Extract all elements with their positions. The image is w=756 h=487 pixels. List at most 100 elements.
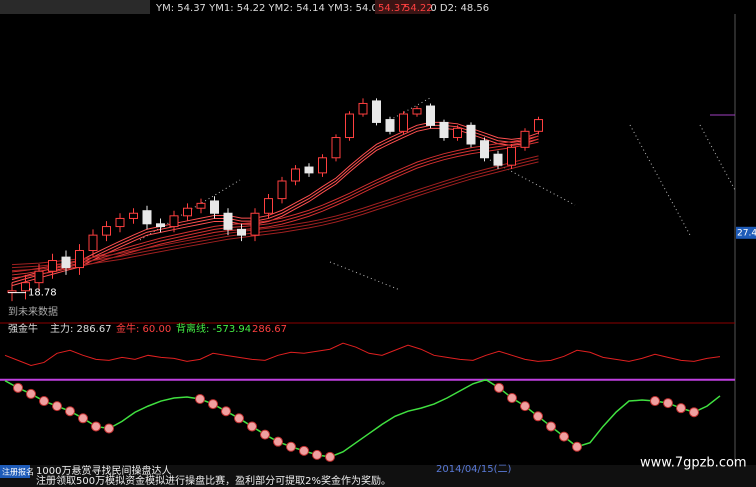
bead [299, 445, 309, 456]
watermark: www.7gpzb.com [640, 456, 747, 471]
moving-average [11, 121, 539, 281]
moving-average [11, 138, 539, 276]
bead [13, 382, 23, 393]
bead [39, 396, 49, 407]
footer-line: 注册领取500万模拟资金模拟进行操盘比赛，盈利部分可提取2%奖金作为奖励。 [36, 474, 391, 487]
bull-line [4, 378, 721, 458]
candle-body [115, 217, 125, 228]
candle-body [480, 140, 489, 159]
candle-body [102, 226, 111, 236]
candle-body [453, 127, 462, 139]
bead [234, 413, 244, 424]
candle-body [507, 146, 516, 166]
moving-average [11, 124, 539, 284]
candle-body [156, 223, 165, 228]
bead [91, 421, 101, 432]
bead [195, 394, 205, 405]
candle-body [223, 212, 233, 230]
candle-body [169, 215, 179, 228]
bead [572, 441, 582, 452]
candle-body [196, 202, 206, 209]
candle-body [520, 130, 530, 148]
bead [650, 396, 660, 407]
bead [507, 392, 517, 403]
candle-body [291, 168, 300, 182]
candle-body [21, 282, 30, 292]
candle-body [61, 256, 71, 269]
low-label: 18.78 [28, 288, 57, 299]
bead [78, 413, 88, 424]
bead [208, 399, 218, 410]
candle-body [88, 234, 98, 252]
candle-body [75, 250, 84, 269]
header-indicators: YM: 54.37 YM1: 54.22 YM2: 54.14 YM3: 54.… [155, 3, 489, 14]
header-value: 54.37 [378, 3, 407, 14]
bead [52, 401, 62, 412]
bead [65, 406, 75, 417]
candle-body [318, 157, 327, 174]
main-line [4, 342, 721, 367]
candle-body [210, 200, 219, 214]
bead [286, 441, 296, 452]
date-label: 2014/04/15(二) [436, 464, 512, 475]
indicator-bull: 金牛: 60.00 [116, 322, 171, 335]
candle-body [142, 210, 152, 225]
bead [494, 382, 504, 393]
moving-average [11, 141, 539, 279]
register-button[interactable] [0, 465, 30, 478]
axis-marker-label: 27.4 [737, 228, 756, 238]
candle-body [304, 166, 314, 174]
bead [546, 421, 556, 432]
title-overlay [0, 0, 150, 14]
candle-body [331, 137, 341, 159]
candle-body [439, 121, 449, 139]
candle-body [493, 153, 503, 166]
candle-body [250, 212, 260, 236]
indicator-last: 286.67 [252, 324, 287, 335]
bead [325, 451, 335, 462]
bead [312, 449, 322, 460]
candle-body [345, 113, 354, 139]
indicator-name: 强金牛 [8, 322, 38, 335]
indicator-divergence: 背离线: -573.94 [176, 322, 251, 335]
bead [559, 431, 569, 442]
candle-body [237, 228, 246, 236]
moving-average [11, 155, 539, 266]
candle-body [358, 102, 368, 115]
bead [104, 423, 114, 434]
bead [533, 411, 543, 422]
candle-body [183, 207, 192, 217]
bead [273, 436, 283, 447]
register-button-label[interactable]: 注册报名 [2, 467, 34, 477]
future-note: 到未来数据 [8, 305, 58, 318]
footer-line: 1000万悬赏寻找民间操盘达人 [36, 464, 171, 477]
bead [676, 403, 686, 414]
candle-body [385, 119, 395, 132]
candle-body [426, 105, 435, 126]
candle-body [264, 198, 273, 214]
bead [260, 429, 270, 440]
candle-body [372, 100, 381, 123]
moving-average [11, 135, 539, 273]
candle-body [412, 108, 422, 115]
candle-body [34, 270, 44, 284]
footer-bar [0, 465, 756, 487]
candle-body [534, 119, 543, 132]
candle-body [129, 212, 138, 219]
header-value: 54.22 [404, 3, 433, 14]
bead [663, 398, 673, 409]
bead [689, 407, 699, 418]
moving-average [11, 158, 539, 269]
bead [520, 401, 530, 412]
moving-average [11, 161, 539, 272]
candle-body [48, 260, 57, 272]
bead [247, 421, 257, 432]
indicator-main: 主力: 286.67 [50, 322, 112, 335]
header-box [375, 0, 430, 14]
bead [221, 406, 231, 417]
candle-body [399, 113, 408, 132]
candle-body [277, 180, 287, 200]
axis-marker-box [736, 226, 756, 239]
